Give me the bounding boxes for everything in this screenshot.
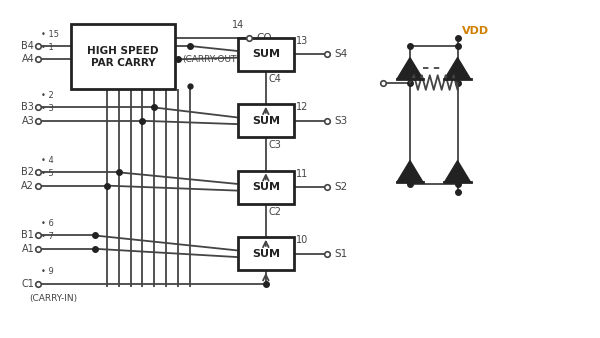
Bar	[238, 104, 294, 138]
Text: • 7: • 7	[41, 233, 54, 241]
Text: • 2: • 2	[41, 91, 54, 100]
Text: S1: S1	[334, 249, 347, 259]
Polygon shape	[445, 58, 470, 79]
Text: A4: A4	[22, 54, 34, 64]
Text: • 4: • 4	[41, 156, 54, 165]
Text: A3: A3	[22, 116, 34, 126]
Text: SUM: SUM	[252, 249, 280, 259]
Text: 11: 11	[296, 169, 308, 179]
Text: 14: 14	[232, 20, 244, 30]
Bar	[238, 38, 294, 71]
Text: SUM: SUM	[252, 182, 280, 192]
Text: S2: S2	[334, 182, 347, 192]
Text: S4: S4	[334, 49, 347, 59]
Bar	[238, 171, 294, 204]
Text: SUM: SUM	[252, 116, 280, 126]
Text: A1: A1	[22, 244, 34, 254]
Text: C1: C1	[22, 279, 34, 289]
Text: B2: B2	[21, 167, 34, 177]
Text: B4: B4	[22, 41, 34, 51]
Text: B3: B3	[22, 102, 34, 113]
Text: • 5: • 5	[41, 169, 54, 178]
Text: CO: CO	[257, 33, 272, 43]
Text: • 15: • 15	[41, 30, 59, 39]
Text: • 9: • 9	[41, 267, 54, 276]
Text: 13: 13	[296, 36, 308, 46]
Text: VDD: VDD	[462, 26, 490, 36]
Text: 10: 10	[296, 236, 308, 245]
Bar	[71, 24, 175, 89]
Text: C3: C3	[269, 140, 281, 150]
Text: S3: S3	[334, 116, 347, 126]
Text: • 1: • 1	[41, 43, 54, 52]
Text: C2: C2	[269, 207, 282, 217]
Text: 12: 12	[296, 102, 308, 113]
Text: HIGH SPEED
PAR CARRY: HIGH SPEED PAR CARRY	[88, 46, 159, 68]
Text: SUM: SUM	[252, 49, 280, 59]
Text: • 3: • 3	[41, 104, 54, 114]
Text: B1: B1	[22, 231, 34, 241]
Polygon shape	[397, 58, 423, 79]
Text: A2: A2	[22, 180, 34, 191]
Bar	[238, 237, 294, 270]
Polygon shape	[397, 161, 423, 182]
Text: (CARRY-OUT): (CARRY-OUT)	[182, 55, 240, 64]
Text: (CARRY-IN): (CARRY-IN)	[29, 294, 77, 303]
Text: C4: C4	[269, 74, 281, 83]
Polygon shape	[445, 161, 470, 182]
Text: • 6: • 6	[41, 219, 54, 228]
